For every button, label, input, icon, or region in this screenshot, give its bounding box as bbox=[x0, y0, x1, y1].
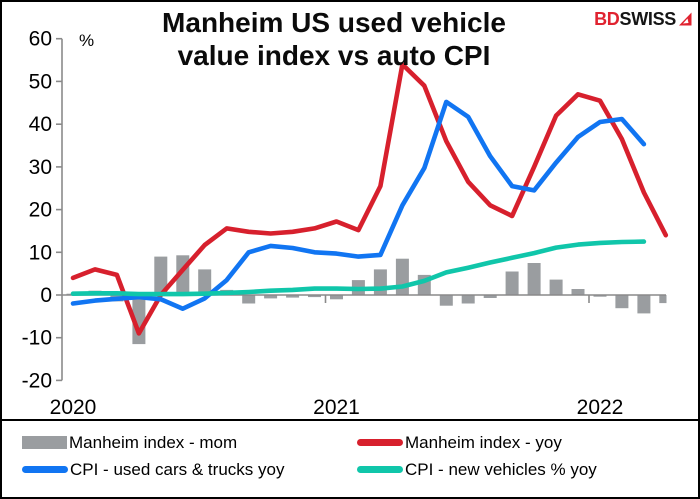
y-tick-label: 20 bbox=[29, 199, 52, 222]
legend-item-cpi-used: CPI - used cars & trucks yoy bbox=[22, 460, 357, 480]
chart-title-line1: Manheim US used vehicle bbox=[162, 7, 506, 38]
x-year-label-2022: 2022 bbox=[577, 396, 624, 419]
legend-label-cpi-new: CPI - new vehicles % yoy bbox=[405, 459, 597, 479]
y-axis-unit-label: % bbox=[79, 31, 94, 50]
y-tick-label: -20 bbox=[22, 369, 52, 392]
bar-mom-Sep 2020 bbox=[242, 295, 256, 304]
y-tick-label: 0 bbox=[40, 284, 52, 307]
chart-area: 60 50 40 30 20 10 0 -10 -20% 2020 2021 2022 bbox=[2, 2, 698, 419]
bar-mom-Sep 2021 bbox=[505, 271, 519, 295]
line-series-manheim-index-yoy bbox=[70, 62, 669, 336]
bar-mom-Oct 2020 bbox=[264, 295, 278, 299]
chart-title: Manheim US used vehicle value index vs a… bbox=[2, 6, 666, 72]
legend-swatch-cpi-used bbox=[22, 466, 68, 473]
y-tick-label: 40 bbox=[29, 113, 52, 136]
legend-label-manheim-mom: Manheim index - mom bbox=[69, 432, 238, 452]
bar-mom-Jan 2021 bbox=[330, 295, 343, 300]
y-tick-label: 10 bbox=[29, 241, 52, 264]
legend-swatch-manheim-mom bbox=[22, 436, 67, 449]
bar-mom-Jul 2021 bbox=[461, 295, 475, 304]
legend-item-manheim-yoy: Manheim index - yoy bbox=[357, 433, 698, 453]
x-year-label-2020: 2020 bbox=[50, 396, 97, 419]
bar-mom-Nov 2020 bbox=[286, 295, 300, 298]
chart-plot: 60 50 40 30 20 10 0 -10 -20% 2020 2021 2022 bbox=[22, 28, 669, 419]
y-tick-label: 50 bbox=[29, 70, 52, 93]
y-tick-label: 30 bbox=[29, 156, 52, 179]
bar-mom-Apr 2021 bbox=[395, 258, 409, 295]
bdswiss-logo: BD SWISS bbox=[594, 9, 693, 30]
logo-text-swiss: SWISS bbox=[619, 9, 676, 29]
bar-mom-Mar 2021 bbox=[373, 269, 387, 295]
bar-mom-Feb 2022 bbox=[615, 295, 629, 309]
legend-item-cpi-new: CPI - new vehicles % yoy bbox=[357, 460, 698, 480]
x-year-label-2021: 2021 bbox=[313, 396, 360, 419]
bar-mom-May 2020 bbox=[154, 256, 168, 295]
bar-mom-Aug 2021 bbox=[483, 295, 497, 298]
bar-mom-Oct 2021 bbox=[527, 263, 541, 295]
bar-mom-Nov 2021 bbox=[549, 279, 563, 295]
bar-mom-Dec 2020 bbox=[308, 295, 321, 298]
chart-title-line2: value index vs auto CPI bbox=[177, 40, 491, 71]
line-series-cpi-new-vehicles-yoy bbox=[70, 239, 647, 297]
bar-mom-Jul 2020 bbox=[198, 269, 212, 295]
bar-mom-Jan 2022 bbox=[593, 295, 607, 297]
legend-swatch-manheim-yoy bbox=[357, 439, 403, 446]
bar-mom-Apr 2022 bbox=[659, 295, 667, 304]
y-tick-label: -10 bbox=[22, 327, 52, 350]
line-series-cpi-used-cars-trucks-yoy bbox=[70, 99, 647, 312]
legend-label-cpi-used: CPI - used cars & trucks yoy bbox=[70, 459, 285, 479]
bar-mom-Dec 2021 bbox=[571, 289, 585, 295]
logo-arrow-icon bbox=[679, 12, 692, 26]
legend-item-manheim-mom: Manheim index - mom bbox=[22, 433, 357, 453]
y-tick-label: 60 bbox=[29, 28, 52, 51]
legend-swatch-cpi-new bbox=[357, 466, 403, 473]
logo-text-bd: BD bbox=[594, 9, 620, 29]
bar-mom-Jun 2021 bbox=[439, 295, 453, 306]
bar-mom-Mar 2022 bbox=[637, 295, 651, 314]
legend-label-manheim-yoy: Manheim index - yoy bbox=[405, 432, 562, 452]
legend: Manheim index - mom Manheim index - yoy … bbox=[2, 419, 698, 497]
